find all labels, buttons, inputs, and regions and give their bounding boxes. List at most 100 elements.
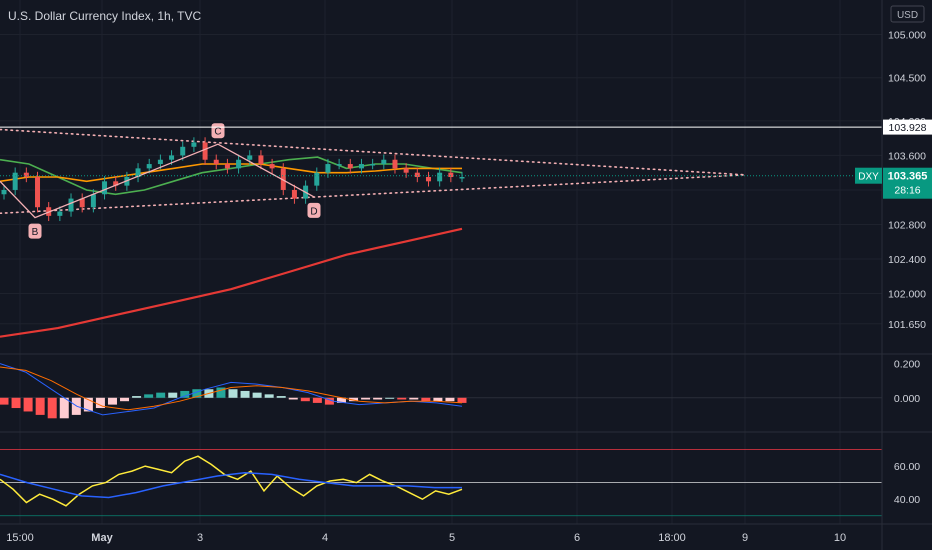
candle-body <box>236 159 242 169</box>
candle-body <box>146 164 152 169</box>
candle-body <box>12 172 18 190</box>
chart-title: U.S. Dollar Currency Index, 1h, TVC <box>8 9 202 23</box>
macd-histogram-bar <box>373 397 383 400</box>
candle-body <box>392 159 398 169</box>
candle-body <box>1 189 7 195</box>
candle-body <box>258 155 264 165</box>
moving-average-line <box>0 227 463 338</box>
macd-histogram-bar <box>312 397 322 403</box>
candle-body <box>213 159 219 165</box>
candle-body <box>113 181 119 186</box>
reference-level-label: 103.928 <box>889 122 927 134</box>
candle-body <box>269 164 275 169</box>
macd-signal-line <box>0 366 463 411</box>
candle-body <box>169 155 175 160</box>
macd-histogram-bar <box>361 397 371 400</box>
candle-body <box>370 164 376 166</box>
macd-histogram-bar <box>23 397 33 412</box>
macd-histogram-bar <box>144 394 154 398</box>
candle-body <box>336 164 342 166</box>
candle-body <box>358 164 364 169</box>
candle-body <box>90 194 96 208</box>
macd-histogram-bar <box>445 397 455 402</box>
macd-pane: 0.200 0.000 <box>0 359 920 419</box>
reference-level-label-box <box>883 119 932 135</box>
macd-histogram-bar <box>168 392 178 398</box>
currency-badge-box[interactable] <box>890 5 925 23</box>
rsi-tick-label: 40.00 <box>894 494 920 506</box>
macd-histogram-bar <box>47 397 57 419</box>
macd-histogram-bar <box>300 397 310 402</box>
candle-body <box>180 146 186 156</box>
rsi-line <box>0 471 462 499</box>
time-tick-label: 9 <box>742 532 748 544</box>
macd-histogram-bar <box>120 397 130 402</box>
rsi-pane: 60.00 40.00 <box>0 449 920 517</box>
lower-trendline <box>0 174 746 215</box>
candle-body <box>448 172 454 177</box>
time-tick-label: 10 <box>834 532 846 544</box>
candle-body <box>135 168 141 177</box>
macd-histogram-bar <box>433 397 443 402</box>
candle-body <box>347 164 353 169</box>
price-tick-label: 102.000 <box>888 289 926 301</box>
pattern-point-label: D <box>310 206 317 217</box>
pattern-point-label: C <box>214 127 221 138</box>
candle-body <box>224 164 230 169</box>
macd-histogram-bar <box>421 397 431 402</box>
price-tick-label: 102.800 <box>888 219 926 231</box>
candle-body <box>191 142 197 147</box>
upper-trendline <box>0 128 746 176</box>
candle-body <box>381 159 387 165</box>
candle-body <box>325 164 331 173</box>
macd-histogram-bar <box>11 397 21 409</box>
macd-histogram-bar <box>0 397 9 405</box>
macd-histogram-bar <box>385 397 395 399</box>
currency-badge[interactable]: USD <box>897 10 918 21</box>
macd-histogram-bar <box>59 397 69 419</box>
moving-average-line <box>0 163 462 183</box>
price-tick-label: 104.500 <box>888 73 926 85</box>
pattern-point-box <box>28 223 42 239</box>
candle-body <box>157 159 163 165</box>
grid-lines <box>0 0 882 524</box>
macd-histogram-bar <box>457 397 467 403</box>
macd-tick-label: 0.000 <box>894 393 920 405</box>
price-tick-label: 101.650 <box>888 319 926 331</box>
last-price-label-box <box>883 167 932 199</box>
time-tick-label: 5 <box>449 532 455 544</box>
candle-body <box>23 172 29 177</box>
candle-body <box>437 172 443 182</box>
macd-histogram-bar <box>397 397 407 400</box>
time-tick-label: 3 <box>197 532 203 544</box>
candle-body <box>291 189 297 199</box>
time-tick-label: 4 <box>322 532 328 544</box>
pattern-point-label: B <box>32 227 39 238</box>
macd-histogram-bar <box>35 397 45 415</box>
pattern-leg <box>0 143 315 219</box>
candle-body <box>280 168 286 190</box>
macd-histogram-bar <box>228 389 238 398</box>
pattern-point-box <box>307 202 321 218</box>
time-tick-label: 15:00 <box>6 532 34 544</box>
macd-histogram-bar <box>349 397 359 402</box>
macd-histogram-bar <box>95 397 105 409</box>
candle-body <box>79 198 85 208</box>
macd-histogram-bar <box>156 392 166 398</box>
macd-histogram-bar <box>240 390 250 398</box>
triangle-pattern <box>0 128 746 215</box>
time-tick-label: 6 <box>574 532 580 544</box>
macd-histogram-bar <box>132 396 142 398</box>
macd-histogram-bar <box>264 394 274 398</box>
time-axis[interactable]: 15:00 May 3 4 5 6 18:00 9 10 <box>6 532 846 544</box>
macd-histogram-bar <box>276 396 286 398</box>
macd-histogram-bar <box>252 392 262 398</box>
macd-histogram-bar <box>324 397 334 405</box>
candle-body <box>247 155 253 160</box>
macd-histogram-bar <box>288 397 298 400</box>
candle-body <box>68 198 74 212</box>
macd-histogram-bar <box>107 397 117 405</box>
candle-body <box>459 177 465 179</box>
